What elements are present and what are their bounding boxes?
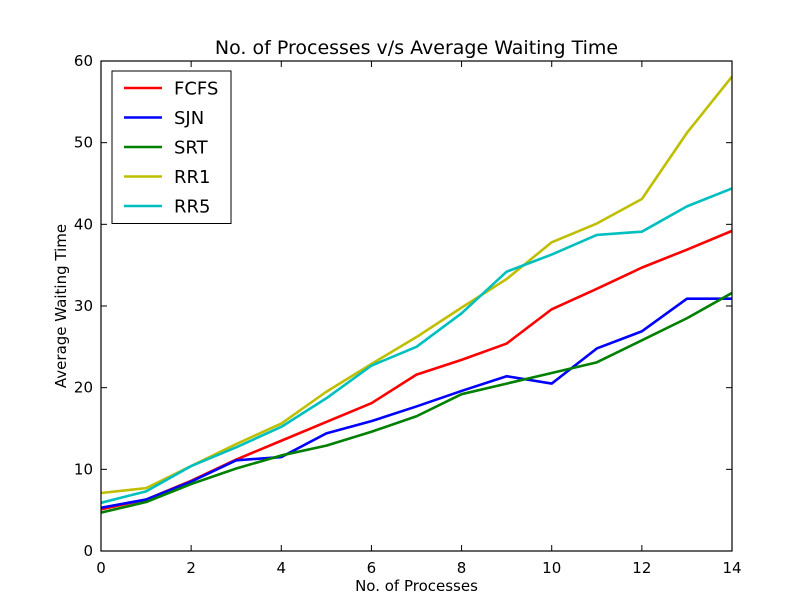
x-tick-label: 12 xyxy=(632,559,651,577)
y-tick-label: 10 xyxy=(74,460,93,478)
chart-title: No. of Processes v/s Average Waiting Tim… xyxy=(215,37,618,59)
x-tick-label: 14 xyxy=(722,559,741,577)
x-tick-label: 10 xyxy=(542,559,561,577)
y-tick-label: 40 xyxy=(74,215,93,233)
y-tick-label: 50 xyxy=(74,134,93,152)
x-tick-label: 2 xyxy=(186,559,196,577)
legend-label-sjn: SJN xyxy=(174,108,204,129)
x-tick-label: 6 xyxy=(367,559,377,577)
plot-area: 0 2 4 6 8 10 12 14 0 10 20 30 40 50 60 FCFS SJN SRT RR1 RR5 xyxy=(74,52,742,577)
series-line-sjn xyxy=(100,297,732,509)
x-tick-label: 8 xyxy=(457,559,467,577)
series-line-srt xyxy=(100,291,733,514)
legend-label-rr1: RR1 xyxy=(174,167,210,188)
x-tick-label: 4 xyxy=(277,559,287,577)
legend-label-srt: SRT xyxy=(174,138,209,159)
legend: FCFS SJN SRT RR1 RR5 xyxy=(111,70,232,224)
x-axis-label: No. of Processes xyxy=(355,577,478,595)
y-tick-label: 0 xyxy=(83,542,93,560)
legend-label-rr5: RR5 xyxy=(174,197,210,218)
x-tick-label: 0 xyxy=(96,559,106,577)
series-line-rr5 xyxy=(100,187,733,505)
legend-label-fcfs: FCFS xyxy=(174,79,218,100)
y-tick-label: 30 xyxy=(74,297,93,315)
y-axis-label: Average Waiting Time xyxy=(52,224,70,388)
y-tick-label: 20 xyxy=(74,379,93,397)
y-tick-label: 60 xyxy=(74,52,93,70)
